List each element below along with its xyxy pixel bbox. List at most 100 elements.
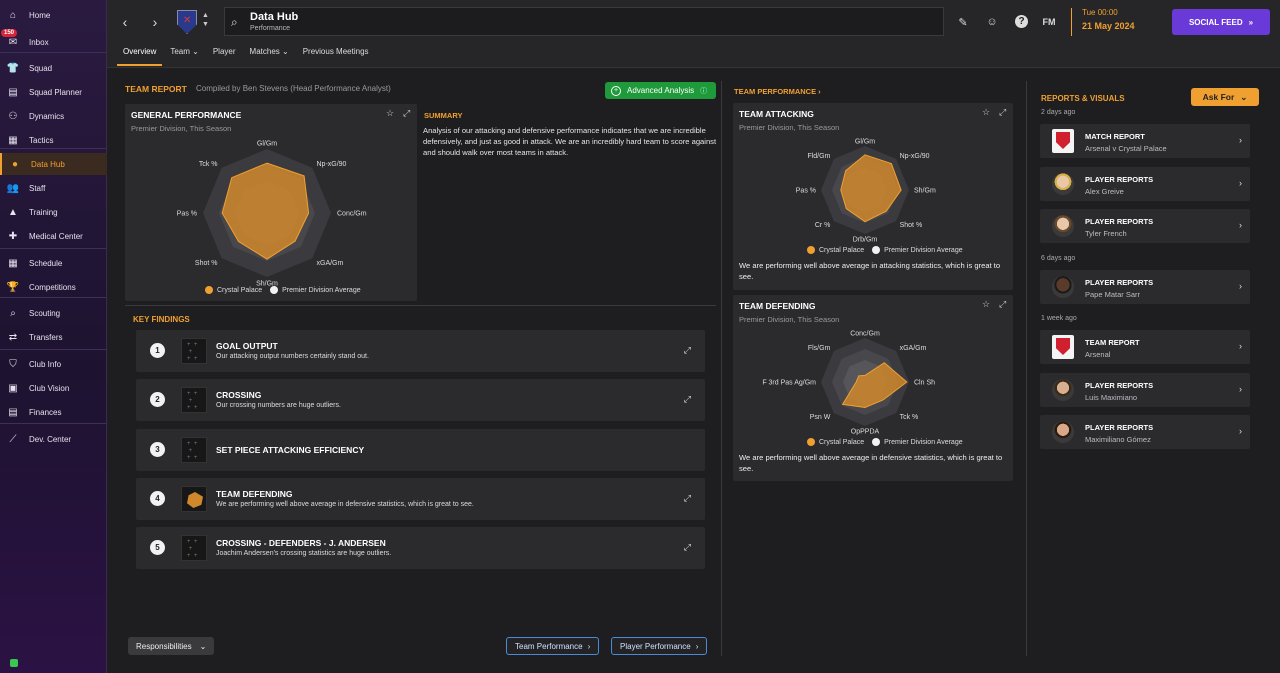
- sidebar-item-label: Data Hub: [31, 159, 65, 169]
- date-display[interactable]: Tue 00:00 21 May 2024: [1071, 8, 1151, 36]
- sidebar-item-dev-center[interactable]: ⟋ Dev. Center: [0, 428, 107, 450]
- sidebar-item-inbox[interactable]: ✉ Inbox: [0, 31, 107, 53]
- info-icon: ⓘ: [700, 87, 708, 95]
- chevron-right-icon: ›: [695, 641, 699, 651]
- expand-icon[interactable]: ⤢: [999, 107, 1007, 117]
- search-icon[interactable]: ⌕: [231, 15, 238, 29]
- team-report-label: TEAM REPORT: [125, 84, 187, 94]
- sidebar-item-label: Home: [29, 10, 51, 20]
- team-performance-button[interactable]: Team Performance ›: [506, 637, 600, 655]
- report-item[interactable]: PLAYER REPORTS Luis Maximiano ›: [1040, 372, 1250, 407]
- sidebar-item-dynamics[interactable]: ⚇ Dynamics: [0, 105, 107, 127]
- edit-icon[interactable]: ✎: [958, 16, 968, 29]
- radar-axis-label: Conc/Gm: [337, 211, 367, 218]
- player-avatar: [1052, 421, 1074, 443]
- sidebar-item-label: Finances: [29, 407, 62, 417]
- responsibilities-button[interactable]: Responsibilities ⌄: [128, 637, 215, 655]
- sidebar-item-scouting[interactable]: ⌕ Scouting: [0, 302, 107, 324]
- sidebar-item-staff[interactable]: 👥 Staff: [0, 177, 107, 199]
- report-item[interactable]: PLAYER REPORTS Tyler French ›: [1040, 209, 1250, 243]
- club-switch-icon[interactable]: ▲ ▼: [202, 12, 209, 28]
- sidebar-item-tactics[interactable]: ▦ Tactics: [0, 129, 107, 151]
- report-day-label: 1 week ago: [1041, 315, 1077, 322]
- sidebar-item-label: Competitions: [29, 282, 76, 292]
- legend-avg-swatch: [872, 438, 881, 446]
- responsibilities-label: Responsibilities: [136, 641, 192, 651]
- club-crest-icon[interactable]: [177, 10, 197, 34]
- star-icon[interactable]: ☆: [386, 108, 395, 118]
- expand-icon[interactable]: ⤢: [683, 493, 691, 503]
- finding-number: 5: [150, 540, 165, 555]
- sidebar-item-home[interactable]: ⌂ Home: [0, 4, 107, 26]
- expand-icon[interactable]: ⤢: [683, 394, 691, 404]
- sidebar-item-squad-planner[interactable]: ▤ Squad Planner: [0, 81, 107, 103]
- help-icon[interactable]: ?: [1015, 15, 1028, 28]
- chevron-right-icon: ›: [1239, 280, 1242, 291]
- radar-axis-label: Conc/Gm: [850, 331, 880, 338]
- report-item[interactable]: MATCH REPORT Arsenal v Crystal Palace ›: [1040, 124, 1250, 158]
- manager-icon[interactable]: ☺: [986, 16, 998, 28]
- sidebar-item-transfers[interactable]: ⇄ Transfers: [0, 326, 107, 348]
- tab-matches[interactable]: Matches ⌄: [244, 44, 295, 66]
- key-finding-item[interactable]: 1 GOAL OUTPUT Our attacking output numbers…: [136, 330, 705, 372]
- sidebar-item-finances[interactable]: ▤ Finances: [0, 401, 107, 423]
- sidebar-item-training[interactable]: ▲ Training: [0, 201, 107, 223]
- key-finding-item[interactable]: 2 CROSSING Our crossing numbers are huge o…: [136, 379, 705, 421]
- calendar-icon: ▦: [8, 257, 18, 269]
- sidebar-item-label: Medical Center: [29, 231, 83, 241]
- legend-avg: Premier Division Average: [884, 246, 963, 254]
- report-title: PLAYER REPORTS: [1085, 277, 1154, 287]
- report-item[interactable]: PLAYER REPORTS Alex Greive ›: [1040, 166, 1250, 201]
- sidebar-item-medical-center[interactable]: ✚ Medical Center: [0, 225, 107, 247]
- sidebar-item-label: Squad Planner: [29, 87, 82, 97]
- status-indicator-icon[interactable]: [10, 659, 18, 667]
- player-avatar: [1052, 378, 1074, 401]
- radar-team-series: [221, 162, 310, 260]
- expand-icon[interactable]: ⤢: [999, 299, 1007, 309]
- expand-icon[interactable]: ⤢: [683, 542, 691, 552]
- star-icon[interactable]: ☆: [982, 299, 991, 309]
- radar-axis-label: Sh/Gm: [256, 281, 278, 288]
- report-item[interactable]: TEAM REPORT Arsenal ›: [1040, 330, 1250, 364]
- fm-menu-button[interactable]: FM: [1042, 17, 1056, 27]
- sidebar-item-label: Scouting: [29, 308, 61, 318]
- advanced-analysis-button[interactable]: + Advanced Analysis ⓘ: [605, 82, 716, 99]
- ask-for-button[interactable]: Ask For ⌄: [1191, 88, 1259, 106]
- star-icon[interactable]: ☆: [982, 107, 991, 117]
- key-finding-item[interactable]: 4 TEAM DEFENDING We are performing well ab…: [136, 478, 705, 520]
- tab-player[interactable]: Player: [207, 44, 242, 66]
- general-performance-radar: Gl/Gm Np-xG/90 Conc/Gm xGA/Gm Sh/Gm Shot % Pas…: [177, 141, 367, 288]
- radar-axis-label: Gl/Gm: [257, 141, 277, 148]
- shirt-icon: 👕: [6, 62, 20, 74]
- key-finding-item[interactable]: 5 CROSSING - DEFENDERS - J. ANDERSEN Joach…: [136, 527, 705, 569]
- sidebar-item-competitions[interactable]: 🏆 Competitions: [0, 276, 107, 298]
- sidebar-item-squad[interactable]: 👕 Squad: [0, 57, 107, 79]
- team-performance-link[interactable]: TEAM PERFORMANCE ›: [734, 87, 821, 96]
- social-feed-button[interactable]: SOCIAL FEED »: [1172, 9, 1270, 35]
- tab-team[interactable]: Team ⌄: [164, 44, 205, 66]
- key-finding-item[interactable]: 3 SET PIECE ATTACKING EFFICIENCY: [136, 429, 705, 471]
- sidebar-item-club-vision[interactable]: ▣ Club Vision: [0, 377, 107, 399]
- report-item[interactable]: PLAYER REPORTS Pape Matar Sarr ›: [1040, 269, 1250, 304]
- tab-overview[interactable]: Overview: [117, 44, 163, 66]
- tab-previous-meetings[interactable]: Previous Meetings: [297, 44, 375, 66]
- report-item[interactable]: PLAYER REPORTS Maximiliano Gómez ›: [1040, 415, 1250, 449]
- title-search-box[interactable]: ⌕ Data Hub Performance: [224, 7, 944, 36]
- forward-arrow-icon[interactable]: ›: [152, 14, 158, 30]
- sidebar-item-club-info[interactable]: ⛉ Club Info: [0, 353, 107, 375]
- team-attacking-subtitle: Premier Division, This Season: [739, 123, 840, 132]
- social-feed-label: SOCIAL FEED: [1188, 17, 1243, 27]
- sidebar-item-label: Club Info: [29, 359, 62, 369]
- expand-icon[interactable]: ⤢: [403, 108, 411, 118]
- top-bar: ‹ › ▲▼ ⌕ Data Hub Performance ✎ ☺ ? FM T…: [107, 0, 1280, 68]
- sidebar-item-schedule[interactable]: ▦ Schedule: [0, 252, 107, 274]
- chevron-right-icon: ›: [1239, 177, 1242, 188]
- back-arrow-icon[interactable]: ‹: [122, 14, 128, 30]
- sidebar-item-data-hub[interactable]: ● Data Hub: [0, 153, 107, 175]
- expand-icon[interactable]: ⤢: [683, 345, 691, 355]
- report-title: PLAYER REPORTS: [1085, 423, 1154, 432]
- radar-axis-label: xGA/Gm: [900, 345, 927, 352]
- divider: [721, 81, 722, 656]
- attacking-legend: Crystal Palace Premier Division Average: [807, 246, 963, 254]
- player-performance-button[interactable]: Player Performance ›: [611, 637, 708, 655]
